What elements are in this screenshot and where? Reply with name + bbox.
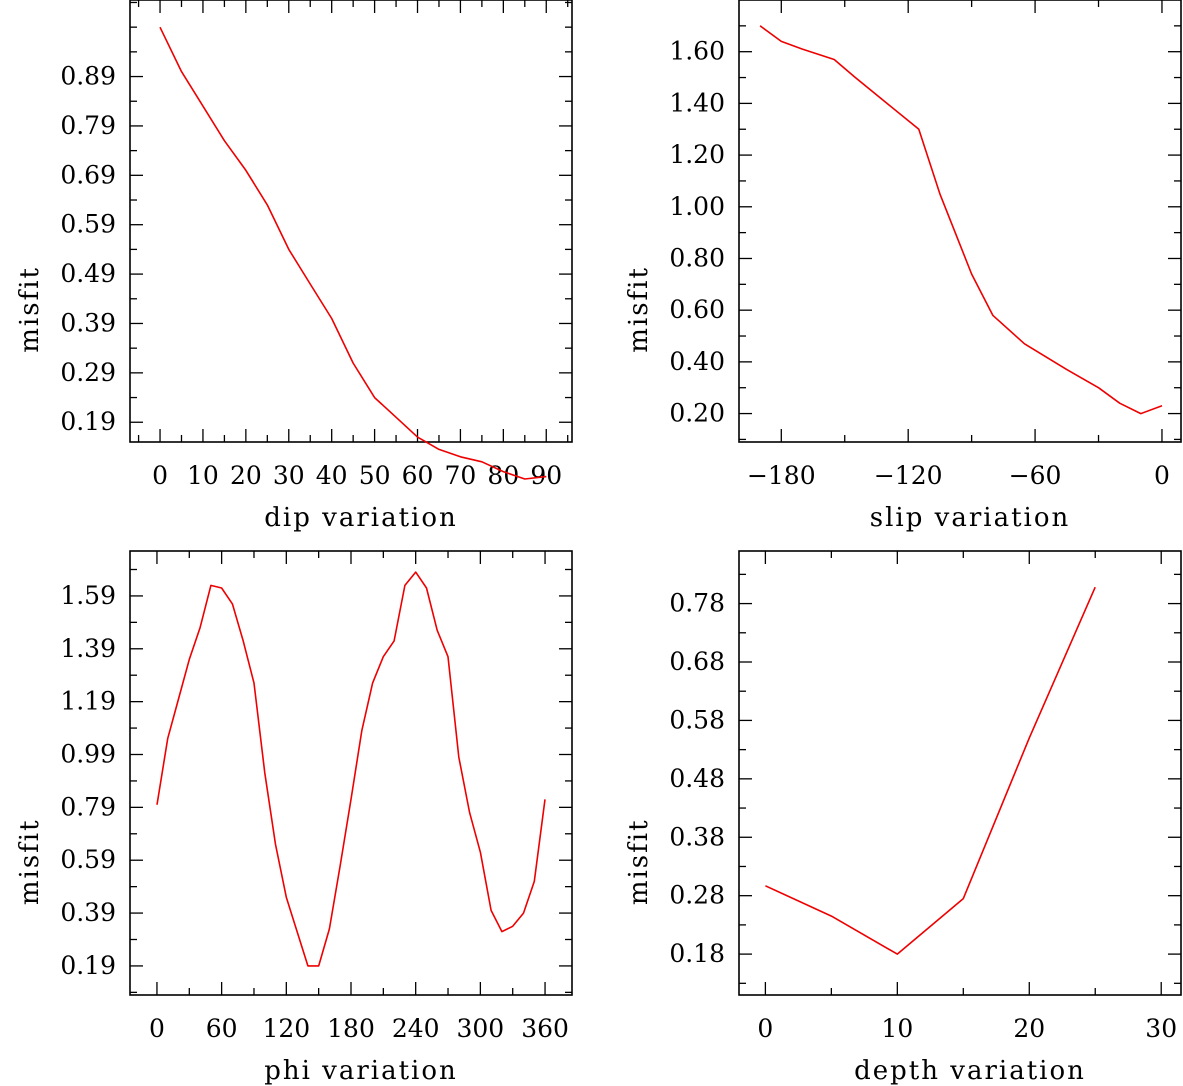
y-tick-label: 0.20	[669, 399, 725, 428]
y-tick-label: 0.80	[669, 243, 725, 272]
y-axis-label: misfit	[624, 818, 654, 905]
series-line-misfit	[759, 25, 1163, 415]
x-tick-label: 90	[530, 461, 562, 490]
x-tick-label: 240	[392, 1014, 440, 1043]
y-tick-label: 0.39	[60, 898, 116, 927]
y-tick-label: 0.18	[669, 939, 725, 968]
x-tick-label: 20	[1013, 1014, 1045, 1043]
series-line-misfit	[765, 586, 1096, 955]
plot-frame	[738, 0, 1182, 443]
y-tick-label: 0.59	[60, 210, 116, 239]
y-tick-label: 0.69	[60, 160, 116, 189]
panel-dip: 0.19 0.29 0.39 0.49 0.59 0.69 0.79 0.89 0 10 20 30 4…	[15, 0, 573, 533]
y-tick-label: 0.40	[669, 347, 725, 376]
x-tick-label: 70	[445, 461, 477, 490]
x-axis-label: phi variation	[264, 1056, 458, 1086]
x-tick-label: 0	[757, 1014, 773, 1043]
x-tick-label: 30	[1145, 1014, 1177, 1043]
y-tick-label: 0.49	[60, 259, 116, 288]
y-tick-label: 0.39	[60, 308, 116, 337]
y-tick-label: 1.20	[669, 140, 725, 169]
y-tick-label: 1.19	[60, 687, 116, 716]
y-tick-label: 0.68	[669, 647, 725, 676]
x-tick-label: 360	[521, 1014, 569, 1043]
y-tick-label: 1.00	[669, 192, 725, 221]
y-tick-label: 0.78	[669, 589, 725, 618]
x-tick-label: 0	[1154, 461, 1170, 490]
plot-frame	[129, 0, 573, 443]
y-tick-label: 0.79	[60, 111, 116, 140]
x-tick-label: 10	[187, 461, 219, 490]
x-axis-label: slip variation	[870, 503, 1070, 533]
y-tick-label: 0.99	[60, 740, 116, 769]
x-axis-label: depth variation	[854, 1056, 1086, 1086]
plot-frame	[129, 550, 573, 996]
y-tick-label: 0.48	[669, 764, 725, 793]
y-tick-label: 0.58	[669, 705, 725, 734]
x-tick-label: −60	[1009, 461, 1062, 490]
y-tick-label: 0.89	[60, 62, 116, 91]
x-tick-label: 180	[327, 1014, 375, 1043]
x-tick-label: 50	[359, 461, 391, 490]
x-tick-label: −120	[874, 461, 943, 490]
y-tick-label: 0.19	[60, 407, 116, 436]
x-tick-label: 30	[273, 461, 305, 490]
y-tick-label: 1.59	[60, 581, 116, 610]
x-tick-label: 20	[230, 461, 262, 490]
panel-phi: 0.19 0.39 0.59 0.79 0.99 1.19 1.39 1.59 0 60 120 18…	[15, 550, 573, 1086]
x-tick-label: 40	[316, 461, 348, 490]
x-tick-label: −180	[747, 461, 816, 490]
y-tick-label: 0.59	[60, 845, 116, 874]
x-tick-label: 60	[206, 1014, 238, 1043]
x-tick-label: 0	[152, 461, 168, 490]
panel-slip: 0.20 0.40 0.60 0.80 1.00 1.20 1.40 1.60 −180 −120…	[624, 0, 1182, 533]
series-line-misfit	[156, 571, 546, 967]
y-tick-label: 0.38	[669, 822, 725, 851]
y-tick-label: 0.60	[669, 295, 725, 324]
x-tick-label: 60	[402, 461, 434, 490]
y-tick-label: 0.29	[60, 358, 116, 387]
y-axis-label: misfit	[15, 818, 45, 905]
x-tick-label: 10	[881, 1014, 913, 1043]
y-tick-label: 0.79	[60, 792, 116, 821]
y-tick-label: 1.40	[669, 88, 725, 117]
y-tick-label: 0.19	[60, 951, 116, 980]
x-axis-label: dip variation	[264, 503, 457, 533]
y-tick-label: 1.60	[669, 37, 725, 66]
y-tick-label: 0.28	[669, 881, 725, 910]
y-axis-label: misfit	[15, 266, 45, 353]
series-line-misfit	[159, 26, 547, 480]
x-tick-label: 300	[457, 1014, 505, 1043]
plot-frame	[738, 550, 1182, 996]
y-axis-label: misfit	[624, 266, 654, 353]
panel-depth: 0.18 0.28 0.38 0.48 0.58 0.68 0.78 0 10 20 30 depth…	[624, 550, 1182, 1086]
x-tick-label: 120	[262, 1014, 310, 1043]
x-tick-label: 0	[149, 1014, 165, 1043]
y-tick-label: 1.39	[60, 634, 116, 663]
